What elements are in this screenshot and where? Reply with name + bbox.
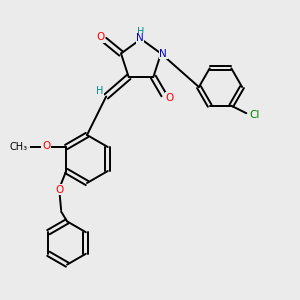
Text: O: O [55, 185, 63, 195]
Text: methoxy: methoxy [24, 146, 30, 148]
Text: O: O [166, 93, 174, 103]
Text: CH₃: CH₃ [10, 142, 28, 152]
Text: H: H [137, 27, 145, 38]
Text: N: N [160, 49, 167, 58]
Text: O: O [42, 141, 50, 152]
Text: N: N [136, 33, 144, 43]
Text: H: H [96, 86, 103, 96]
Text: Cl: Cl [250, 110, 260, 120]
Text: O: O [96, 32, 104, 42]
